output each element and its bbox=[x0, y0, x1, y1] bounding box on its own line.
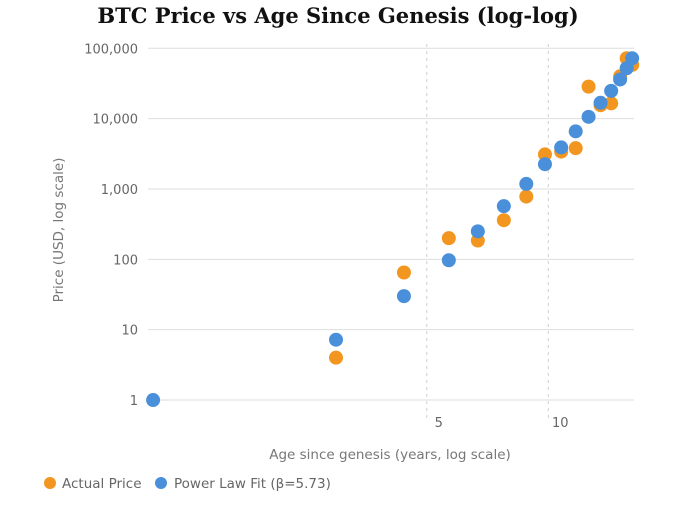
legend: Actual Price Power Law Fit (β=5.73) bbox=[44, 476, 331, 492]
legend-label: Power Law Fit (β=5.73) bbox=[174, 476, 331, 492]
data-point bbox=[613, 72, 628, 87]
data-point bbox=[568, 124, 583, 139]
y-axis-label: Price (USD, log scale) bbox=[51, 158, 67, 303]
data-point bbox=[604, 83, 619, 98]
x-axis-ticks: 5 10 bbox=[435, 416, 569, 431]
data-point bbox=[593, 95, 608, 110]
series-actual-price bbox=[329, 51, 640, 365]
data-point bbox=[581, 109, 596, 124]
data-point bbox=[568, 141, 583, 156]
data-point bbox=[537, 157, 552, 172]
series-power-law-fit bbox=[146, 51, 640, 408]
data-point bbox=[396, 289, 411, 304]
grid bbox=[148, 44, 634, 421]
y-axis-ticks: 1 10 100 1,000 10,000 100,000 bbox=[84, 42, 138, 409]
x-tick-label: 10 bbox=[552, 416, 569, 431]
data-point bbox=[329, 332, 344, 347]
data-point bbox=[604, 96, 619, 111]
chart-title: BTC Price vs Age Since Genesis (log-log) bbox=[97, 3, 578, 28]
x-axis-label: Age since genesis (years, log scale) bbox=[269, 447, 511, 463]
x-tick-label: 5 bbox=[435, 416, 443, 431]
legend-label: Actual Price bbox=[62, 476, 142, 492]
data-point bbox=[519, 176, 534, 191]
data-point bbox=[470, 224, 485, 239]
data-point bbox=[329, 350, 344, 365]
y-tick-label: 10 bbox=[121, 324, 138, 339]
data-point bbox=[396, 265, 411, 280]
data-point bbox=[496, 199, 511, 214]
data-point bbox=[581, 79, 596, 94]
y-tick-label: 1 bbox=[130, 394, 138, 409]
y-tick-label: 1,000 bbox=[101, 183, 138, 198]
data-point bbox=[519, 189, 534, 204]
legend-marker bbox=[155, 477, 167, 489]
y-tick-label: 100 bbox=[113, 253, 138, 268]
data-point bbox=[537, 147, 552, 162]
y-tick-label: 100,000 bbox=[84, 42, 138, 57]
data-point bbox=[625, 51, 640, 66]
y-tick-label: 10,000 bbox=[93, 113, 139, 128]
data-point bbox=[441, 253, 456, 268]
data-point bbox=[496, 213, 511, 228]
data-point bbox=[441, 231, 456, 246]
data-points bbox=[146, 51, 640, 408]
data-point bbox=[554, 140, 569, 155]
data-point bbox=[146, 393, 161, 408]
legend-marker bbox=[44, 477, 56, 489]
